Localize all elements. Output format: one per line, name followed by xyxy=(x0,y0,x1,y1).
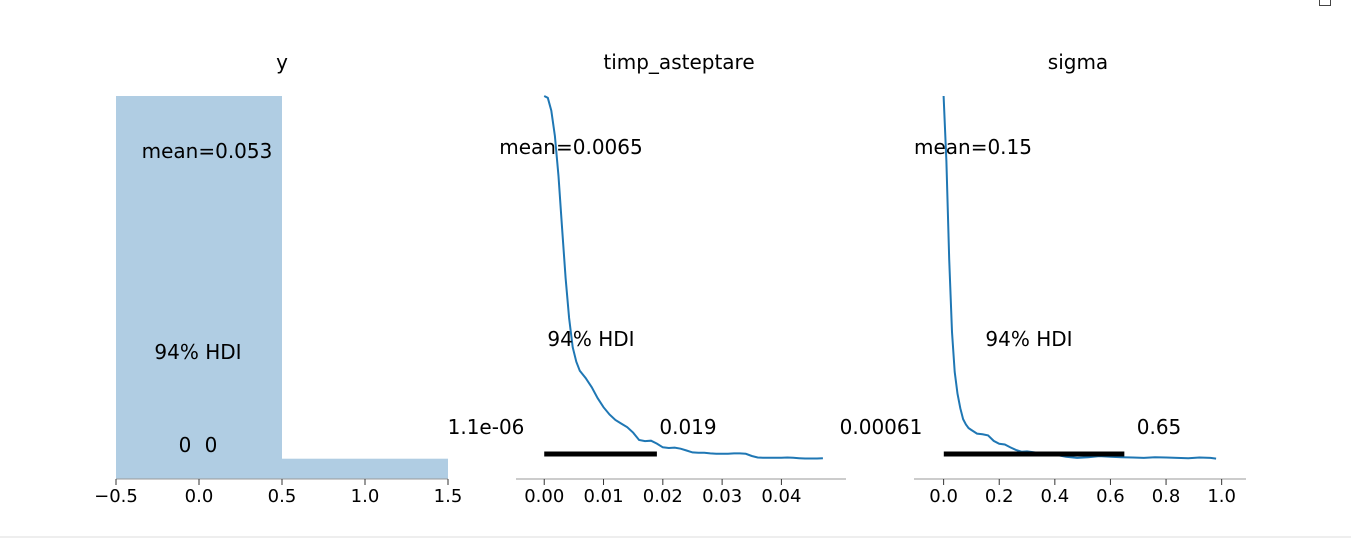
x-tick-label: 0.0 xyxy=(185,486,214,507)
x-tick-label: 0.03 xyxy=(702,486,742,507)
hdi-label: 94% HDI xyxy=(985,327,1072,351)
hdi-label: 94% HDI xyxy=(154,340,241,364)
mean-label: mean=0.0065 xyxy=(499,135,642,159)
mean-label: mean=0.053 xyxy=(142,139,273,163)
x-tick-label: 0.6 xyxy=(1096,486,1125,507)
hdi-upper-label: 0.65 xyxy=(1137,415,1182,439)
panel-title: y xyxy=(276,50,288,74)
bottom-divider xyxy=(0,536,1351,538)
x-tick-label: 1.0 xyxy=(1207,486,1236,507)
x-tick-label: 0.0 xyxy=(929,486,958,507)
x-tick-label: −0.5 xyxy=(94,486,138,507)
hdi-lower-label: 0.00061 xyxy=(840,415,923,439)
window-control-icon[interactable] xyxy=(1319,0,1331,6)
x-tick-label: 1.5 xyxy=(434,486,463,507)
hdi-upper-label: 0 xyxy=(205,433,218,457)
hdi-upper-label: 0.019 xyxy=(659,415,716,439)
x-tick-label: 0.4 xyxy=(1041,486,1070,507)
hdi-lower-label: 0 xyxy=(179,433,192,457)
x-tick-label: 0.02 xyxy=(643,486,683,507)
panel-title: timp_asteptare xyxy=(603,50,754,74)
hdi-lower-label: 1.1e-06 xyxy=(448,415,525,439)
x-tick-label: 1.0 xyxy=(351,486,380,507)
mean-label: mean=0.15 xyxy=(914,135,1032,159)
x-tick-label: 0.04 xyxy=(761,486,801,507)
x-tick-label: 0.5 xyxy=(268,486,297,507)
x-tick-label: 0.01 xyxy=(583,486,623,507)
x-tick-label: 0.00 xyxy=(524,486,564,507)
histogram-bar xyxy=(282,458,448,479)
panel-title: sigma xyxy=(1048,50,1108,74)
x-tick-label: 0.8 xyxy=(1152,486,1181,507)
hdi-label: 94% HDI xyxy=(547,327,634,351)
x-tick-label: 0.2 xyxy=(985,486,1014,507)
histogram-bar xyxy=(116,96,282,479)
kde-line xyxy=(543,95,823,460)
